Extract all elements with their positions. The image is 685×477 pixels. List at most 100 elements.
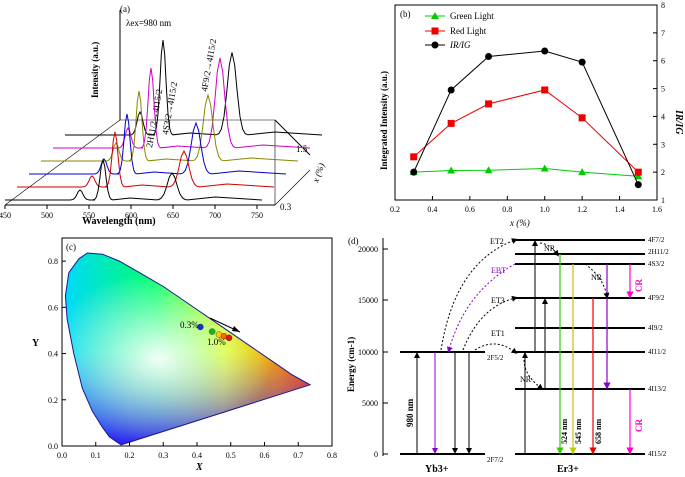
z-axis-bottom: [274, 169, 311, 206]
x-tick-label: 600: [125, 211, 137, 220]
chromaticity-points: [197, 323, 233, 342]
data-point: [447, 119, 455, 127]
svg-text:4S3/2: 4S3/2: [648, 260, 665, 268]
et2-transfer-curve: [440, 238, 518, 351]
arrow-head: [232, 326, 240, 332]
data-point: [410, 168, 418, 176]
x-tick-label: 1.0: [540, 205, 550, 214]
cie-gamut-fill: [65, 253, 311, 445]
plot-frame: [394, 4, 658, 201]
y-tick-label: 0.8: [48, 257, 58, 266]
data-point: [485, 100, 493, 108]
legend-marker-red: [431, 27, 439, 35]
x-tick-label: 500: [41, 211, 53, 220]
transfer-label-ebt: EBT: [491, 266, 506, 275]
svg-text:10000: 10000: [358, 348, 378, 357]
spectrum-curve: [53, 57, 311, 149]
series-line: [413, 168, 639, 177]
y-tick-label: 0.4: [48, 350, 58, 359]
y-tick-label: 0.6: [48, 303, 58, 312]
x-ticks: 0.0 0.1 0.2 0.3 0.4 0.5 0.6 0.7 0.8: [57, 442, 337, 460]
series-line: [413, 89, 639, 173]
panel-c-svg: (c) 0.0 0.1 0.2 0.3 0.4 0.5 0.6 0.7 0.8 0.00.20.…: [32, 237, 337, 473]
x-tick-label: 0.8: [327, 451, 337, 460]
y-right-ticks: 1 2 3 4 5 6 7 8: [653, 1, 665, 205]
er-level-labels: 4F7/2 2H11/2 4S3/2 4F9/2 4I9/2 4I11/2 4I…: [648, 236, 669, 458]
panel-a-emission-spectra: 450 500 550 600 650 700 750 Wavelength (nm) In…: [0, 0, 360, 232]
panel-label: (c): [66, 242, 76, 252]
nr-label-mid: NR: [591, 273, 603, 282]
cie-locus-outline: [64, 252, 312, 446]
y-axis-label: Intensity (a.u.): [90, 42, 100, 98]
et3-transfer-curve: [462, 295, 518, 351]
y-right-tick-label: 2: [661, 168, 665, 177]
data-point: [541, 86, 549, 94]
ebt-transfer-curve: [446, 263, 516, 353]
data-point: [634, 168, 642, 176]
excitation-wavelength: 980 nm: [405, 398, 415, 427]
legend-label-red: Red Light: [450, 26, 487, 36]
yb-ion-label: Yb3+: [425, 464, 449, 475]
z-axis-label: x (%): [310, 162, 326, 185]
data-point: [485, 53, 493, 61]
x-tick-label: 0.1: [91, 451, 101, 460]
svg-text:4F9/2: 4F9/2: [648, 294, 665, 302]
er-ion-label: Er3+: [557, 464, 579, 475]
yb-level-label-lower: 2F7/2: [487, 456, 504, 464]
transfer-label-et1: ET1: [491, 329, 505, 338]
nr-label-lower: NR: [520, 375, 532, 384]
data-point: [578, 58, 586, 66]
x-tick-label: 0.0: [57, 451, 67, 460]
nr-curve-lower: [523, 351, 544, 390]
x-tick-label: 700: [209, 211, 221, 220]
transfer-label-et2: ET2: [490, 237, 504, 246]
svg-text:4I15/2: 4I15/2: [648, 450, 667, 458]
depth-axis-left: [4, 119, 121, 206]
data-point: [447, 166, 456, 174]
svg-text:4I11/2: 4I11/2: [648, 348, 667, 356]
spectrum-curve: [17, 131, 275, 188]
x-tick-label: 0.4: [192, 451, 202, 460]
annotation-end: 1.0%: [207, 337, 226, 347]
y-right-tick-label: 4: [661, 112, 665, 121]
et1-transfer-curve: [474, 343, 518, 354]
svg-text:2H11/2: 2H11/2: [648, 248, 669, 256]
data-point: [484, 166, 493, 174]
y-tick-label: 0.2: [48, 396, 58, 405]
svg-text:0: 0: [374, 450, 378, 459]
chromaticity-point: [225, 334, 233, 342]
series: [409, 47, 643, 189]
z-axis: [274, 119, 311, 156]
svg-text:5000: 5000: [362, 399, 378, 408]
spectrum-curve: [29, 113, 287, 175]
svg-text:4F7/2: 4F7/2: [648, 236, 665, 244]
x-tick-label: 0.2: [125, 451, 135, 460]
x-axis-label: x (%): [509, 218, 530, 228]
legend-marker-ratio: [431, 41, 439, 49]
panel-b-svg: (b) Integrated Intensity (a.u.) IR/IG x …: [379, 1, 684, 228]
panel-b-intensity-chart: (b) Integrated Intensity (a.u.) IR/IG x …: [360, 0, 685, 232]
svg-text:4I13/2: 4I13/2: [648, 385, 667, 393]
svg-text:20000: 20000: [358, 245, 378, 254]
data-point: [578, 114, 586, 122]
x-tick-label: 1.4: [615, 205, 625, 214]
spectrum-curve: [5, 158, 263, 201]
spectrum-curve: [41, 90, 299, 162]
x-tick-label: 0.8: [502, 205, 512, 214]
legend-marker-green: [431, 12, 439, 19]
x-tick-label: 0.4: [427, 205, 437, 214]
x-tick-label: 0.5: [226, 451, 236, 460]
spectra-curves: [5, 39, 323, 201]
x-ticks: 450 500 550 600 650 700 750: [0, 205, 263, 220]
x-tick-label: 650: [167, 211, 179, 220]
x-axis-label: Wavelength (nm): [82, 216, 156, 227]
y-axis-label: Y: [32, 338, 40, 349]
data-point: [634, 181, 642, 189]
data-point: [634, 172, 643, 180]
data-point: [447, 86, 455, 94]
y-right-tick-label: 3: [661, 140, 665, 149]
x-tick-label: 1.6: [652, 205, 662, 214]
data-point: [541, 47, 549, 55]
y-right-tick-label: 7: [661, 29, 665, 38]
panel-a-svg: 450 500 550 600 650 700 750 Wavelength (nm) In…: [0, 4, 327, 227]
